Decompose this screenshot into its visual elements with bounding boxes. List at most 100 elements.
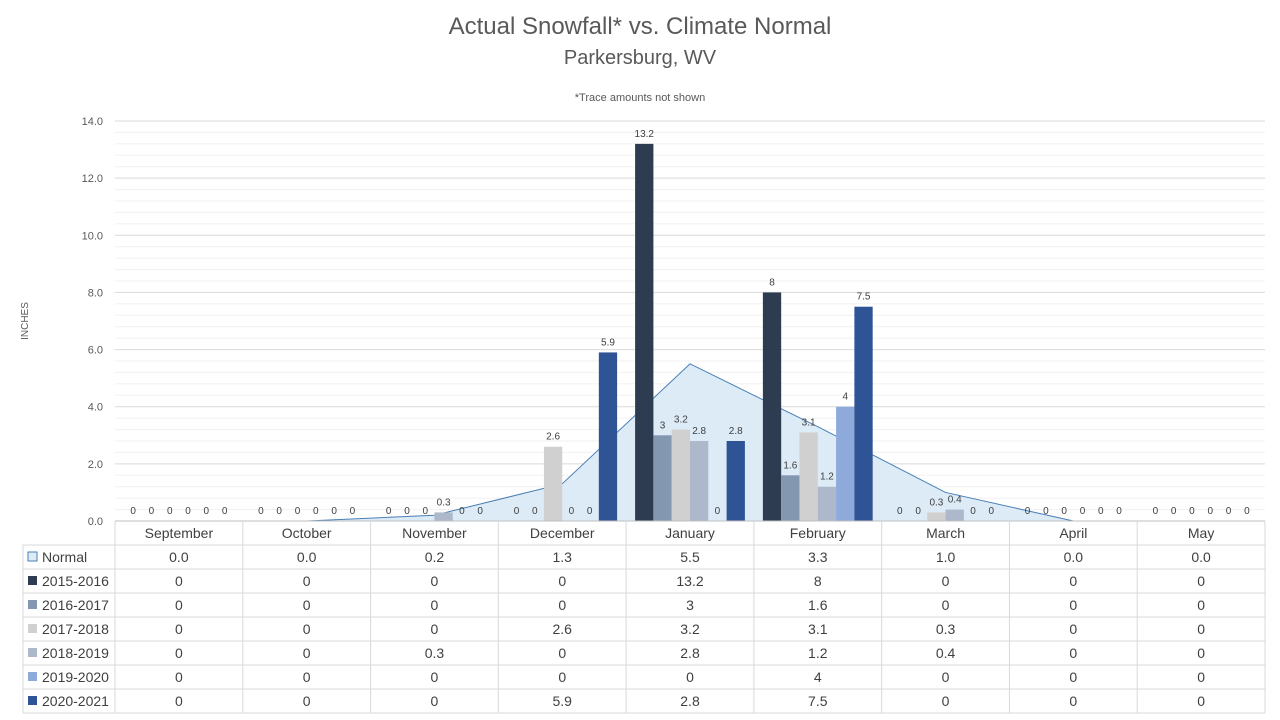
chart-subtitle: Parkersburg, WV [564, 47, 717, 69]
data-label: 0 [532, 506, 538, 517]
data-label: 0 [423, 506, 429, 517]
data-label: 0 [1189, 506, 1195, 517]
table-cell: 0 [175, 573, 183, 589]
bar [945, 509, 964, 521]
bar [690, 441, 709, 521]
table-cell: 0 [1069, 645, 1077, 661]
series-name: 2015-2016 [42, 573, 109, 589]
table-cell: 1.6 [808, 597, 828, 613]
legend-swatch [28, 648, 37, 657]
table-cell: 0.0 [169, 549, 189, 565]
table-cell: 0.0 [1064, 549, 1084, 565]
table-cell: 7.5 [808, 693, 828, 709]
table-cell: 1.3 [552, 549, 572, 565]
bar [635, 143, 654, 521]
table-cell: 0 [303, 693, 311, 709]
bar [598, 352, 618, 521]
table-cell: 0 [1197, 621, 1205, 637]
data-label: 5.9 [601, 337, 615, 348]
data-label: 0 [970, 506, 976, 517]
bar [854, 306, 873, 521]
y-tick-label: 14.0 [82, 116, 103, 128]
table-cell: 0 [942, 573, 950, 589]
data-label: 0 [386, 506, 392, 517]
table-cell: 0 [1197, 693, 1205, 709]
data-label: 0 [149, 506, 155, 517]
table-cell: 3.1 [808, 621, 828, 637]
table-cell: 0 [1069, 597, 1077, 613]
data-labels: 0 0 0 0 0 0 0 0 0 0 0 0 0 0 0 0.3 0 0 0 0 2.6 0 0 5.9 13.2 3 3.2 2.… [130, 129, 1250, 517]
series-name: 2020-2021 [42, 693, 109, 709]
data-label: 0 [569, 506, 575, 517]
data-label: 0 [276, 506, 282, 517]
data-label: 13.2 [635, 129, 655, 140]
table-cell: 3.2 [680, 621, 700, 637]
category-label: January [665, 525, 715, 541]
table-cell: 0 [558, 669, 566, 685]
data-label: 0 [331, 506, 337, 517]
bars [434, 143, 964, 521]
data-label: 0 [404, 506, 410, 517]
data-label: 0 [1244, 506, 1250, 517]
data-label: 4 [842, 392, 848, 403]
table-cell: 0 [1069, 693, 1077, 709]
category-label: October [282, 525, 332, 541]
data-label: 0 [1116, 506, 1122, 517]
table-cell: 0 [558, 645, 566, 661]
legend-swatch [27, 551, 38, 562]
table-cell: 5.9 [552, 693, 572, 709]
data-label: 0 [715, 506, 721, 517]
data-label: 8 [769, 277, 775, 288]
bar [434, 512, 453, 521]
data-label: 2.8 [692, 426, 706, 437]
table-cell: 3.3 [808, 549, 828, 565]
data-label: 1.6 [783, 460, 797, 471]
data-label: 0 [587, 506, 593, 517]
data-label: 0 [1025, 506, 1031, 517]
table-cell: 0 [303, 621, 311, 637]
data-label: 3.1 [802, 417, 816, 428]
data-table: September October November December January F… [22, 520, 1266, 714]
series-name: 2018-2019 [42, 645, 109, 661]
y-tick-label: 12.0 [82, 173, 103, 185]
data-label: 0 [1226, 506, 1232, 517]
y-tick-label: 8.0 [88, 287, 103, 299]
data-label: 0 [167, 506, 173, 517]
data-label: 2.6 [546, 432, 560, 443]
data-label: 0 [258, 506, 264, 517]
bar [836, 406, 855, 521]
data-label: 0 [350, 506, 356, 517]
table-cell: 0 [303, 645, 311, 661]
data-label: 1.2 [820, 472, 834, 483]
chart-note: *Trace amounts not shown [575, 92, 705, 104]
table-cell: 0 [303, 669, 311, 685]
table-cell: 0 [431, 573, 439, 589]
table-cell: 0 [303, 597, 311, 613]
series-name: 2016-2017 [42, 597, 109, 613]
table-cell: 8 [814, 573, 822, 589]
table-cell: 2.8 [680, 693, 700, 709]
bar [653, 435, 672, 521]
table-cell: 0 [1197, 645, 1205, 661]
table-cell: 0 [942, 693, 950, 709]
data-label: 0 [897, 506, 903, 517]
data-label: 0 [1207, 506, 1213, 517]
y-tick-label: 10.0 [82, 230, 103, 242]
data-label: 0 [915, 506, 921, 517]
table-cell: 0 [1197, 573, 1205, 589]
y-tick-label: 6.0 [88, 345, 103, 357]
data-label: 0.4 [948, 495, 962, 506]
category-label: May [1188, 525, 1214, 541]
normal-line [178, 363, 1202, 522]
table-cell: 0 [942, 669, 950, 685]
table-cell: 0 [1197, 597, 1205, 613]
table-cell: 0 [431, 597, 439, 613]
data-label: 0 [459, 506, 465, 517]
table-cell: 1.2 [808, 645, 828, 661]
table-cell: 0.0 [1191, 549, 1211, 565]
data-label: 0 [1098, 506, 1104, 517]
y-tick-label: 2.0 [88, 459, 103, 471]
table-cell: 4 [814, 669, 822, 685]
data-label: 3 [660, 420, 666, 431]
